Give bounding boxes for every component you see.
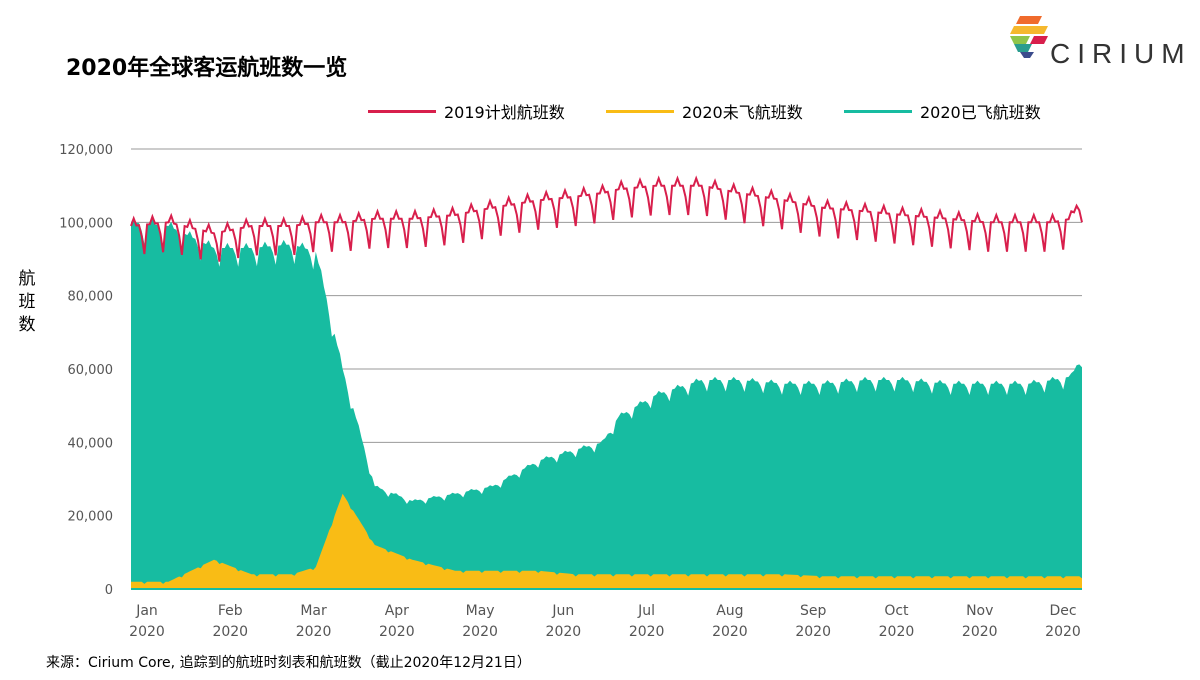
x-tick-year: 2020 — [795, 624, 831, 640]
legend-swatch-yellow — [606, 109, 674, 113]
y-axis-label: 航班数 — [18, 269, 36, 335]
legend-label: 2020已飞航班数 — [920, 103, 1041, 122]
legend-label: 2020未飞航班数 — [682, 103, 803, 122]
y-tick-label: 120,000 — [59, 143, 113, 158]
legend-item-2020-flown: 2020已飞航班数 — [844, 98, 1041, 124]
legend-item-2019-planned: 2019计划航班数 — [368, 98, 565, 124]
x-tick-year: 2020 — [129, 624, 165, 640]
x-tick-year: 2020 — [879, 624, 915, 640]
x-tick-month: Apr — [385, 603, 409, 619]
legend-label: 2019计划航班数 — [444, 103, 565, 122]
x-tick-year: 2020 — [629, 624, 665, 640]
x-tick-year: 2020 — [296, 624, 332, 640]
x-tick-month: Sep — [800, 603, 827, 619]
x-tick-year: 2020 — [712, 624, 748, 640]
x-tick-year: 2020 — [962, 624, 998, 640]
x-tick-year: 2020 — [379, 624, 415, 640]
y-tick-label: 0 — [105, 583, 113, 598]
legend-swatch-red — [368, 109, 436, 113]
x-tick-month: Feb — [218, 603, 243, 619]
chart-legend: 2019计划航班数 2020未飞航班数 2020已飞航班数 — [368, 98, 1088, 124]
y-tick-label: 60,000 — [68, 363, 114, 378]
x-tick-month: Mar — [300, 603, 327, 619]
x-tick-month: Oct — [884, 603, 909, 619]
y-tick-label: 80,000 — [68, 290, 114, 305]
logo-icon — [1010, 16, 1048, 58]
area-2020-flown — [131, 217, 1082, 589]
brand-name: CIRIUM — [1050, 38, 1192, 69]
area-2020-not-flown — [131, 493, 1082, 589]
x-tick-month: Jun — [551, 603, 574, 619]
x-tick-month: Aug — [716, 603, 743, 619]
x-tick-year: 2020 — [546, 624, 582, 640]
y-tick-label: 40,000 — [68, 436, 114, 451]
x-tick-year: 2020 — [212, 624, 248, 640]
x-tick-month: Jan — [135, 603, 158, 619]
x-tick-month: May — [466, 603, 495, 619]
x-tick-month: Jul — [637, 603, 655, 619]
y-tick-label: 20,000 — [68, 510, 114, 525]
x-tick-month: Nov — [966, 603, 993, 619]
legend-item-2020-not-flown: 2020未飞航班数 — [606, 98, 803, 124]
chart-title: 2020年全球客运航班数一览 — [66, 56, 348, 81]
source-note: 来源：Cirium Core, 追踪到的航班时刻表和航班数（截止2020年12月… — [46, 655, 531, 671]
x-tick-year: 2020 — [1045, 624, 1081, 640]
x-tick-month: Dec — [1049, 603, 1076, 619]
legend-swatch-teal — [844, 109, 912, 113]
cirium-logo — [1008, 14, 1188, 76]
line-2019-planned — [130, 175, 1083, 262]
y-tick-label: 100,000 — [59, 216, 113, 231]
x-tick-year: 2020 — [462, 624, 498, 640]
